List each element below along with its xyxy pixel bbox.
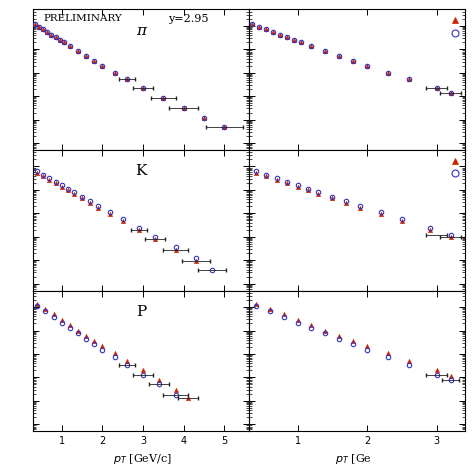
Text: P: P [136,305,146,319]
Legend: , : , [453,14,460,39]
Text: π: π [136,24,146,37]
Text: PRELIMINARY: PRELIMINARY [44,14,123,23]
Text: K: K [136,164,146,178]
Text: $p_T$ [Ge: $p_T$ [Ge [335,452,372,466]
Text: $p_T$ [GeV/c]: $p_T$ [GeV/c] [113,452,172,466]
Legend: , : , [453,155,460,180]
Text: y=2.95: y=2.95 [168,14,209,24]
